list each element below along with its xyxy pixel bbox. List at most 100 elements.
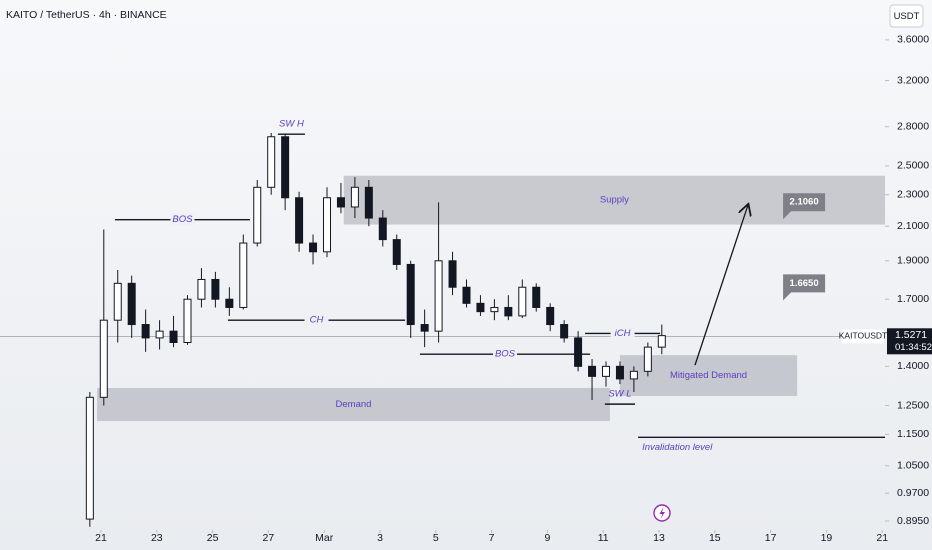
y-tick-label: 3.6000: [897, 34, 929, 46]
level-label: BOS: [172, 214, 193, 225]
x-tick-label: 17: [765, 532, 777, 544]
level-label: iCH: [615, 328, 631, 339]
countdown: 01:34:52: [895, 342, 932, 353]
candle-body: [169, 330, 178, 343]
candle-body: [406, 263, 415, 326]
candle-body: [560, 324, 569, 339]
candle-body: [99, 319, 108, 398]
candle-body: [392, 239, 401, 265]
level-label: SW H: [279, 119, 304, 130]
candle-body: [127, 282, 136, 326]
candle-body: [476, 302, 485, 313]
candle-body: [295, 197, 304, 244]
candle-body: [253, 186, 262, 244]
level-label: BOS: [495, 349, 516, 360]
chart-title: KAITO / TetherUS · 4h · BINANCE: [6, 9, 167, 21]
zone-label: Demand: [336, 399, 372, 410]
level-label-bg: [610, 327, 635, 340]
candle-body: [601, 365, 610, 377]
candle-body: [434, 260, 443, 332]
candle-body: [420, 324, 429, 332]
candle-body: [239, 242, 248, 308]
y-tick-label: 2.8000: [897, 121, 929, 133]
callout-label: 1.6650: [790, 278, 819, 289]
zone-label: Supply: [600, 195, 629, 206]
callout: [783, 193, 826, 220]
candle-body: [490, 306, 499, 313]
level-label: Invalidation level: [642, 442, 713, 453]
currency-box[interactable]: [889, 4, 924, 28]
y-tick-label: 1.7000: [897, 293, 929, 305]
candle-body: [141, 324, 150, 339]
x-tick-label: 11: [598, 532, 609, 544]
candle-body: [448, 260, 457, 288]
candle-body: [155, 330, 164, 339]
candle-body: [504, 306, 513, 317]
candle-body: [183, 298, 192, 343]
target-arrow: [694, 205, 748, 366]
level-label-bg: [170, 213, 195, 226]
candle-body: [378, 217, 387, 241]
candle-body: [518, 286, 527, 317]
price-tag: [887, 328, 932, 355]
x-tick-label: Mar: [315, 532, 334, 544]
y-tick-label: 0.8950: [897, 515, 929, 527]
candle-body: [211, 278, 220, 300]
candle-body: [546, 306, 555, 326]
lightning-icon[interactable]: [653, 504, 671, 522]
x-tick-label: 23: [151, 532, 163, 544]
candle-body: [85, 396, 94, 520]
x-tick-label: 3: [377, 532, 383, 544]
candle-body: [322, 197, 331, 253]
y-tick-label: 1.4000: [897, 360, 929, 372]
zone: [97, 387, 610, 422]
x-tick-label: 25: [207, 532, 219, 544]
candle-body: [197, 278, 206, 300]
candle-body: [629, 370, 638, 380]
zone-label: Mitigated Demand: [670, 370, 747, 381]
y-tick-label: 1.1500: [897, 428, 929, 440]
candle-body: [309, 242, 318, 253]
y-tick-label: 1.9000: [897, 255, 929, 267]
x-tick-label: 9: [544, 532, 550, 544]
candle-body: [657, 335, 666, 348]
candle-body: [336, 197, 345, 208]
callout-label: 2.1060: [790, 197, 819, 208]
candle-body: [462, 286, 471, 304]
x-tick-label: 13: [653, 532, 665, 544]
candle-body: [615, 365, 624, 380]
x-tick-label: 5: [433, 532, 439, 544]
level-label: CH: [310, 315, 324, 326]
candle-body: [225, 298, 234, 308]
y-tick-label: 2.5000: [897, 160, 929, 172]
y-tick-label: 2.3000: [897, 189, 929, 201]
x-tick-label: 21: [876, 532, 888, 544]
candle-body: [350, 186, 359, 208]
symbol-tag: [842, 329, 884, 344]
y-tick-label: 1.2500: [897, 399, 929, 411]
symbol-label: KAITOUSDT: [839, 331, 888, 341]
price-label: 1.5271: [895, 329, 927, 341]
level-label: SW L: [608, 389, 631, 400]
candle-body: [532, 286, 541, 308]
y-tick-label: 0.9700: [897, 487, 929, 499]
y-tick-label: 2.1000: [897, 220, 929, 232]
y-tick-label: 3.2000: [897, 74, 929, 86]
candle-body: [574, 337, 583, 367]
y-tick-label: 1.0500: [897, 460, 929, 472]
x-tick-label: 21: [95, 532, 107, 544]
candle-body: [113, 282, 122, 321]
x-tick-label: 7: [489, 532, 495, 544]
candle-body: [267, 136, 276, 188]
candle-body: [364, 186, 373, 219]
candle-body: [588, 365, 597, 377]
level-label-bg: [492, 348, 517, 361]
candle-body: [643, 346, 652, 372]
currency: USDT: [894, 11, 920, 22]
callout: [783, 274, 826, 301]
x-tick-label: 15: [709, 532, 721, 544]
level-label-bg: [304, 314, 329, 327]
x-tick-label: 19: [821, 532, 833, 544]
